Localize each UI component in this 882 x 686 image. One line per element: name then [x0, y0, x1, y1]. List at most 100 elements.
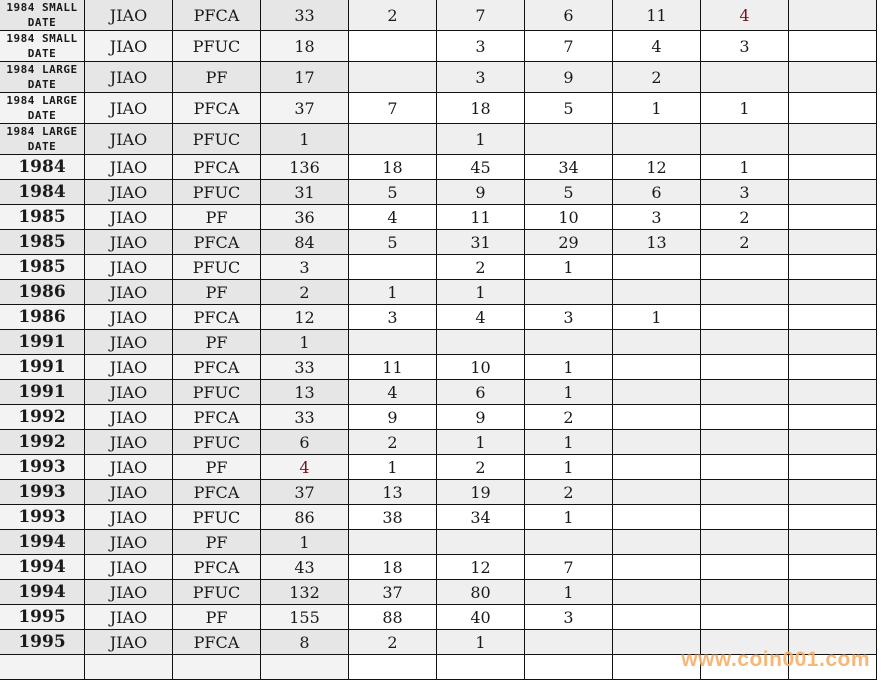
cell-col-5[interactable]: 1 — [348, 454, 437, 480]
cell-denomination[interactable]: JIAO — [84, 379, 173, 405]
cell-col-5[interactable] — [348, 654, 437, 680]
cell-col-9[interactable]: 2 — [700, 229, 789, 255]
cell-year[interactable]: 1993 — [0, 454, 85, 480]
cell-col-8[interactable] — [612, 254, 701, 280]
cell-col-9[interactable] — [700, 304, 789, 330]
cell-denomination[interactable]: JIAO — [84, 61, 173, 93]
cell-denomination[interactable]: JIAO — [84, 579, 173, 605]
cell-col-8[interactable] — [612, 654, 701, 680]
cell-year[interactable]: 1995 — [0, 604, 85, 630]
cell-col-9[interactable]: 1 — [700, 154, 789, 180]
cell-col-10[interactable] — [788, 379, 877, 405]
cell-col-5[interactable]: 37 — [348, 579, 437, 605]
cell-col-6[interactable]: 2 — [436, 254, 525, 280]
cell-col-8[interactable] — [612, 629, 701, 655]
cell-col-7[interactable]: 1 — [524, 579, 613, 605]
cell-denomination[interactable]: JIAO — [84, 92, 173, 124]
cell-col-8[interactable] — [612, 429, 701, 455]
cell-grade[interactable]: PFCA — [172, 229, 261, 255]
cell-col-9[interactable] — [700, 479, 789, 505]
cell-total[interactable]: 1 — [260, 329, 349, 355]
cell-col-9[interactable] — [700, 429, 789, 455]
cell-total[interactable]: 6 — [260, 429, 349, 455]
cell-col-5[interactable]: 2 — [348, 629, 437, 655]
cell-year[interactable]: 1993 — [0, 504, 85, 530]
cell-grade[interactable]: PF — [172, 454, 261, 480]
cell-total[interactable]: 136 — [260, 154, 349, 180]
cell-col-9[interactable] — [700, 454, 789, 480]
cell-col-5[interactable] — [348, 254, 437, 280]
cell-col-7[interactable]: 1 — [524, 454, 613, 480]
cell-grade[interactable]: PFUC — [172, 379, 261, 405]
cell-col-7[interactable]: 5 — [524, 92, 613, 124]
cell-col-8[interactable] — [612, 529, 701, 555]
cell-col-10[interactable] — [788, 30, 877, 62]
cell-denomination[interactable]: JIAO — [84, 354, 173, 380]
cell-col-5[interactable] — [348, 30, 437, 62]
cell-denomination[interactable]: JIAO — [84, 123, 173, 155]
cell-denomination[interactable]: JIAO — [84, 204, 173, 230]
cell-year[interactable]: 1991 — [0, 329, 85, 355]
cell-col-8[interactable] — [612, 123, 701, 155]
cell-col-6[interactable]: 11 — [436, 204, 525, 230]
cell-year[interactable]: 1995 — [0, 629, 85, 655]
cell-year[interactable]: 1985 — [0, 229, 85, 255]
cell-col-6[interactable]: 1 — [436, 629, 525, 655]
cell-col-7[interactable]: 34 — [524, 154, 613, 180]
cell-col-10[interactable] — [788, 479, 877, 505]
cell-col-8[interactable] — [612, 404, 701, 430]
cell-col-7[interactable] — [524, 629, 613, 655]
cell-col-10[interactable] — [788, 92, 877, 124]
cell-denomination[interactable]: JIAO — [84, 254, 173, 280]
cell-grade[interactable]: PF — [172, 279, 261, 305]
cell-col-6[interactable] — [436, 654, 525, 680]
cell-col-9[interactable] — [700, 554, 789, 580]
cell-col-6[interactable]: 6 — [436, 379, 525, 405]
cell-total[interactable]: 86 — [260, 504, 349, 530]
cell-col-9[interactable]: 3 — [700, 179, 789, 205]
cell-denomination[interactable]: JIAO — [84, 0, 173, 31]
cell-col-7[interactable]: 7 — [524, 554, 613, 580]
cell-col-10[interactable] — [788, 154, 877, 180]
cell-total[interactable]: 13 — [260, 379, 349, 405]
cell-year[interactable]: 1984 LARGE DATE — [0, 61, 85, 93]
cell-year[interactable]: 1985 — [0, 204, 85, 230]
cell-col-9[interactable] — [700, 529, 789, 555]
cell-col-7[interactable]: 7 — [524, 30, 613, 62]
cell-col-7[interactable]: 29 — [524, 229, 613, 255]
cell-total[interactable]: 2 — [260, 279, 349, 305]
cell-grade[interactable]: PFUC — [172, 579, 261, 605]
cell-grade[interactable]: PFCA — [172, 404, 261, 430]
cell-year[interactable]: 1994 — [0, 579, 85, 605]
cell-total[interactable]: 12 — [260, 304, 349, 330]
cell-denomination[interactable]: JIAO — [84, 329, 173, 355]
cell-total[interactable]: 1 — [260, 123, 349, 155]
cell-year[interactable]: 1984 SMALL DATE — [0, 30, 85, 62]
cell-col-6[interactable]: 1 — [436, 279, 525, 305]
cell-col-5[interactable] — [348, 123, 437, 155]
cell-year[interactable]: 1984 LARGE DATE — [0, 123, 85, 155]
cell-grade[interactable]: PFCA — [172, 92, 261, 124]
cell-grade[interactable]: PF — [172, 329, 261, 355]
cell-year[interactable]: 1986 — [0, 304, 85, 330]
cell-year[interactable]: 1984 LARGE DATE — [0, 92, 85, 124]
cell-col-8[interactable]: 13 — [612, 229, 701, 255]
cell-col-8[interactable] — [612, 379, 701, 405]
cell-denomination[interactable]: JIAO — [84, 404, 173, 430]
cell-col-9[interactable] — [700, 354, 789, 380]
cell-year[interactable]: 1991 — [0, 379, 85, 405]
cell-col-9[interactable] — [700, 629, 789, 655]
cell-col-8[interactable] — [612, 504, 701, 530]
cell-denomination[interactable]: JIAO — [84, 304, 173, 330]
cell-col-7[interactable]: 1 — [524, 379, 613, 405]
cell-total[interactable]: 37 — [260, 479, 349, 505]
cell-col-8[interactable]: 1 — [612, 92, 701, 124]
cell-denomination[interactable]: JIAO — [84, 504, 173, 530]
cell-grade[interactable]: PFUC — [172, 179, 261, 205]
cell-col-8[interactable] — [612, 579, 701, 605]
cell-denomination[interactable]: JIAO — [84, 529, 173, 555]
cell-total[interactable]: 18 — [260, 30, 349, 62]
cell-denomination[interactable]: JIAO — [84, 179, 173, 205]
cell-col-8[interactable] — [612, 554, 701, 580]
cell-year[interactable]: 1994 — [0, 554, 85, 580]
